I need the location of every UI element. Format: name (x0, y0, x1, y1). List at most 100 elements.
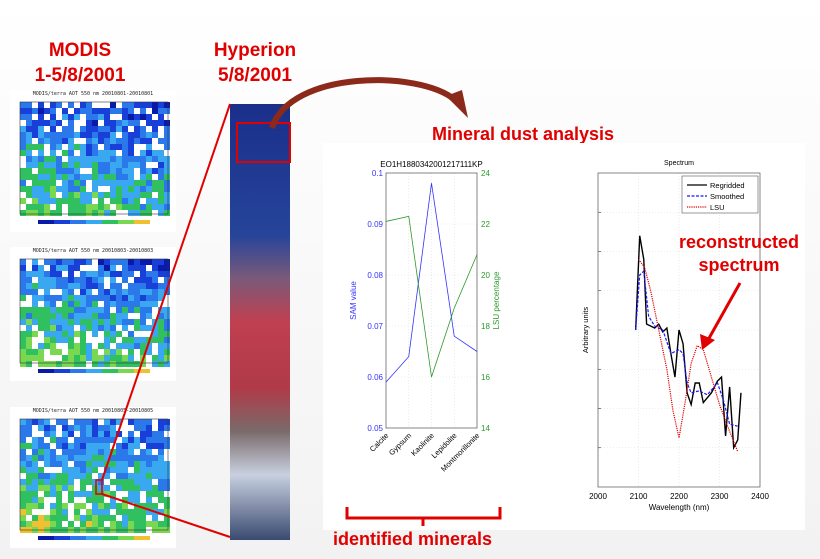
aot-cell (50, 102, 56, 108)
aot-cell (56, 162, 62, 168)
aot-cell (164, 361, 170, 367)
aot-cell (44, 343, 50, 349)
aot-cell (62, 108, 68, 114)
aot-cell (122, 461, 128, 467)
aot-cell (62, 192, 68, 198)
aot-cell (98, 289, 104, 295)
aot-cell (110, 259, 116, 265)
aot-cell (50, 210, 56, 216)
aot-cell (50, 425, 56, 431)
aot-cell (26, 162, 32, 168)
aot-cell (140, 204, 146, 210)
aot-cell (74, 473, 80, 479)
aot-cell (104, 301, 110, 307)
aot-cell (140, 301, 146, 307)
aot-cell (104, 437, 110, 443)
aot-cell (80, 361, 86, 367)
aot-cell (74, 313, 80, 319)
aot-cell (32, 259, 38, 265)
series-line-lsu (638, 258, 739, 452)
aot-cell (56, 307, 62, 313)
aot-cell (20, 180, 26, 186)
aot-cell (146, 313, 152, 319)
aot-cell (68, 162, 74, 168)
y-tick-label: 0.05 (367, 424, 383, 433)
aot-cell (152, 431, 158, 437)
aot-cell (38, 271, 44, 277)
aot-cell (98, 162, 104, 168)
aot-cell (56, 437, 62, 443)
aot-cell (152, 198, 158, 204)
aot-cell (50, 455, 56, 461)
aot-cell (164, 485, 170, 491)
aot-cell (44, 162, 50, 168)
aot-cell (110, 168, 116, 174)
aot-cell (110, 467, 116, 473)
aot-cell (32, 156, 38, 162)
aot-cell (146, 449, 152, 455)
aot-cell (50, 186, 56, 192)
aot-cell (164, 265, 170, 271)
aot-cell (26, 443, 32, 449)
aot-cell (98, 271, 104, 277)
aot-cell (164, 419, 170, 425)
aot-cell (164, 479, 170, 485)
aot-cell (20, 108, 26, 114)
aot-cell (128, 186, 134, 192)
aot-cell (158, 204, 164, 210)
aot-cell (92, 425, 98, 431)
aot-cell (98, 307, 104, 313)
aot-cell (80, 198, 86, 204)
aot-cell (92, 192, 98, 198)
aot-cell (110, 349, 116, 355)
aot-cell (62, 283, 68, 289)
aot-cell (122, 168, 128, 174)
aot-cell (134, 455, 140, 461)
aot-cell (56, 509, 62, 515)
aot-cell (134, 485, 140, 491)
aot-cell (32, 443, 38, 449)
aot-cell (68, 210, 74, 216)
aot-cell (134, 467, 140, 473)
aot-cell (74, 361, 80, 367)
aot-cell (98, 497, 104, 503)
aot-cell (20, 361, 26, 367)
colorbar-segment (102, 369, 118, 373)
aot-cell (62, 138, 68, 144)
aot-cell (152, 186, 158, 192)
aot-cell (122, 521, 128, 527)
aot-cell (140, 307, 146, 313)
aot-cell (134, 277, 140, 283)
aot-cell (92, 325, 98, 331)
aot-cell (62, 307, 68, 313)
aot-cell (134, 289, 140, 295)
aot-cell (92, 349, 98, 355)
aot-cell (116, 271, 122, 277)
aot-cell (38, 150, 44, 156)
aot-cell (116, 289, 122, 295)
aot-cell (68, 449, 74, 455)
aot-cell (20, 479, 26, 485)
aot-cell (140, 325, 146, 331)
aot-map (19, 258, 170, 373)
aot-cell (38, 102, 44, 108)
aot-cell (62, 361, 68, 367)
aot-cell (146, 204, 152, 210)
aot-cell (86, 162, 92, 168)
colorbar-segment (118, 369, 134, 373)
aot-cell (32, 120, 38, 126)
aot-cell (86, 307, 92, 313)
aot-cell (122, 473, 128, 479)
modis-map-3: MODIS/terra AOT 550 nm 20010805-20010805 (10, 407, 176, 548)
aot-cell (32, 349, 38, 355)
aot-cell (86, 289, 92, 295)
aot-cell (152, 180, 158, 186)
aot-cell (146, 521, 152, 527)
aot-cell (134, 491, 140, 497)
aot-cell (26, 491, 32, 497)
aot-cell (80, 337, 86, 343)
aot-cell (68, 180, 74, 186)
aot-cell (164, 162, 170, 168)
aot-cell (140, 156, 146, 162)
aot-cell (74, 198, 80, 204)
